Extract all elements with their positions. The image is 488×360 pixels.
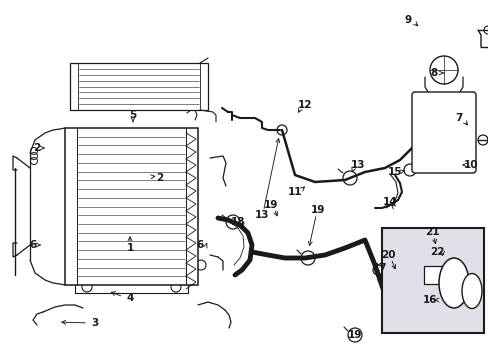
Text: 13: 13	[350, 160, 365, 170]
Circle shape	[391, 268, 427, 304]
Text: 18: 18	[230, 217, 245, 227]
Text: 13: 13	[254, 210, 269, 220]
Bar	[423, 266, 441, 284]
Ellipse shape	[438, 258, 468, 308]
Text: 15: 15	[387, 167, 402, 177]
Text: 4: 4	[126, 293, 133, 303]
Text: 2: 2	[33, 143, 41, 153]
Text: 9: 9	[404, 15, 411, 25]
Text: 19: 19	[263, 200, 278, 210]
Text: 20: 20	[380, 250, 394, 260]
Text: 1: 1	[126, 243, 133, 253]
Text: 5: 5	[129, 110, 136, 120]
Text: 14: 14	[382, 197, 397, 207]
Text: 12: 12	[297, 100, 312, 110]
Text: 6: 6	[29, 240, 37, 250]
Bar	[70, 63, 207, 110]
Text: 8: 8	[429, 68, 437, 78]
Text: 11: 11	[287, 187, 302, 197]
Text: 16: 16	[422, 295, 436, 305]
Text: 7: 7	[454, 113, 462, 123]
Text: 17: 17	[372, 263, 386, 273]
Text: 19: 19	[310, 205, 325, 215]
Bar	[381, 228, 483, 333]
FancyBboxPatch shape	[411, 92, 475, 173]
Text: 22: 22	[429, 247, 443, 257]
Text: 19: 19	[347, 330, 362, 340]
Text: 21: 21	[424, 227, 438, 237]
Text: 6: 6	[196, 240, 203, 250]
Text: 3: 3	[91, 318, 99, 328]
Ellipse shape	[461, 274, 481, 309]
Text: 10: 10	[463, 160, 477, 170]
Text: 2: 2	[156, 173, 163, 183]
Bar	[65, 128, 198, 285]
